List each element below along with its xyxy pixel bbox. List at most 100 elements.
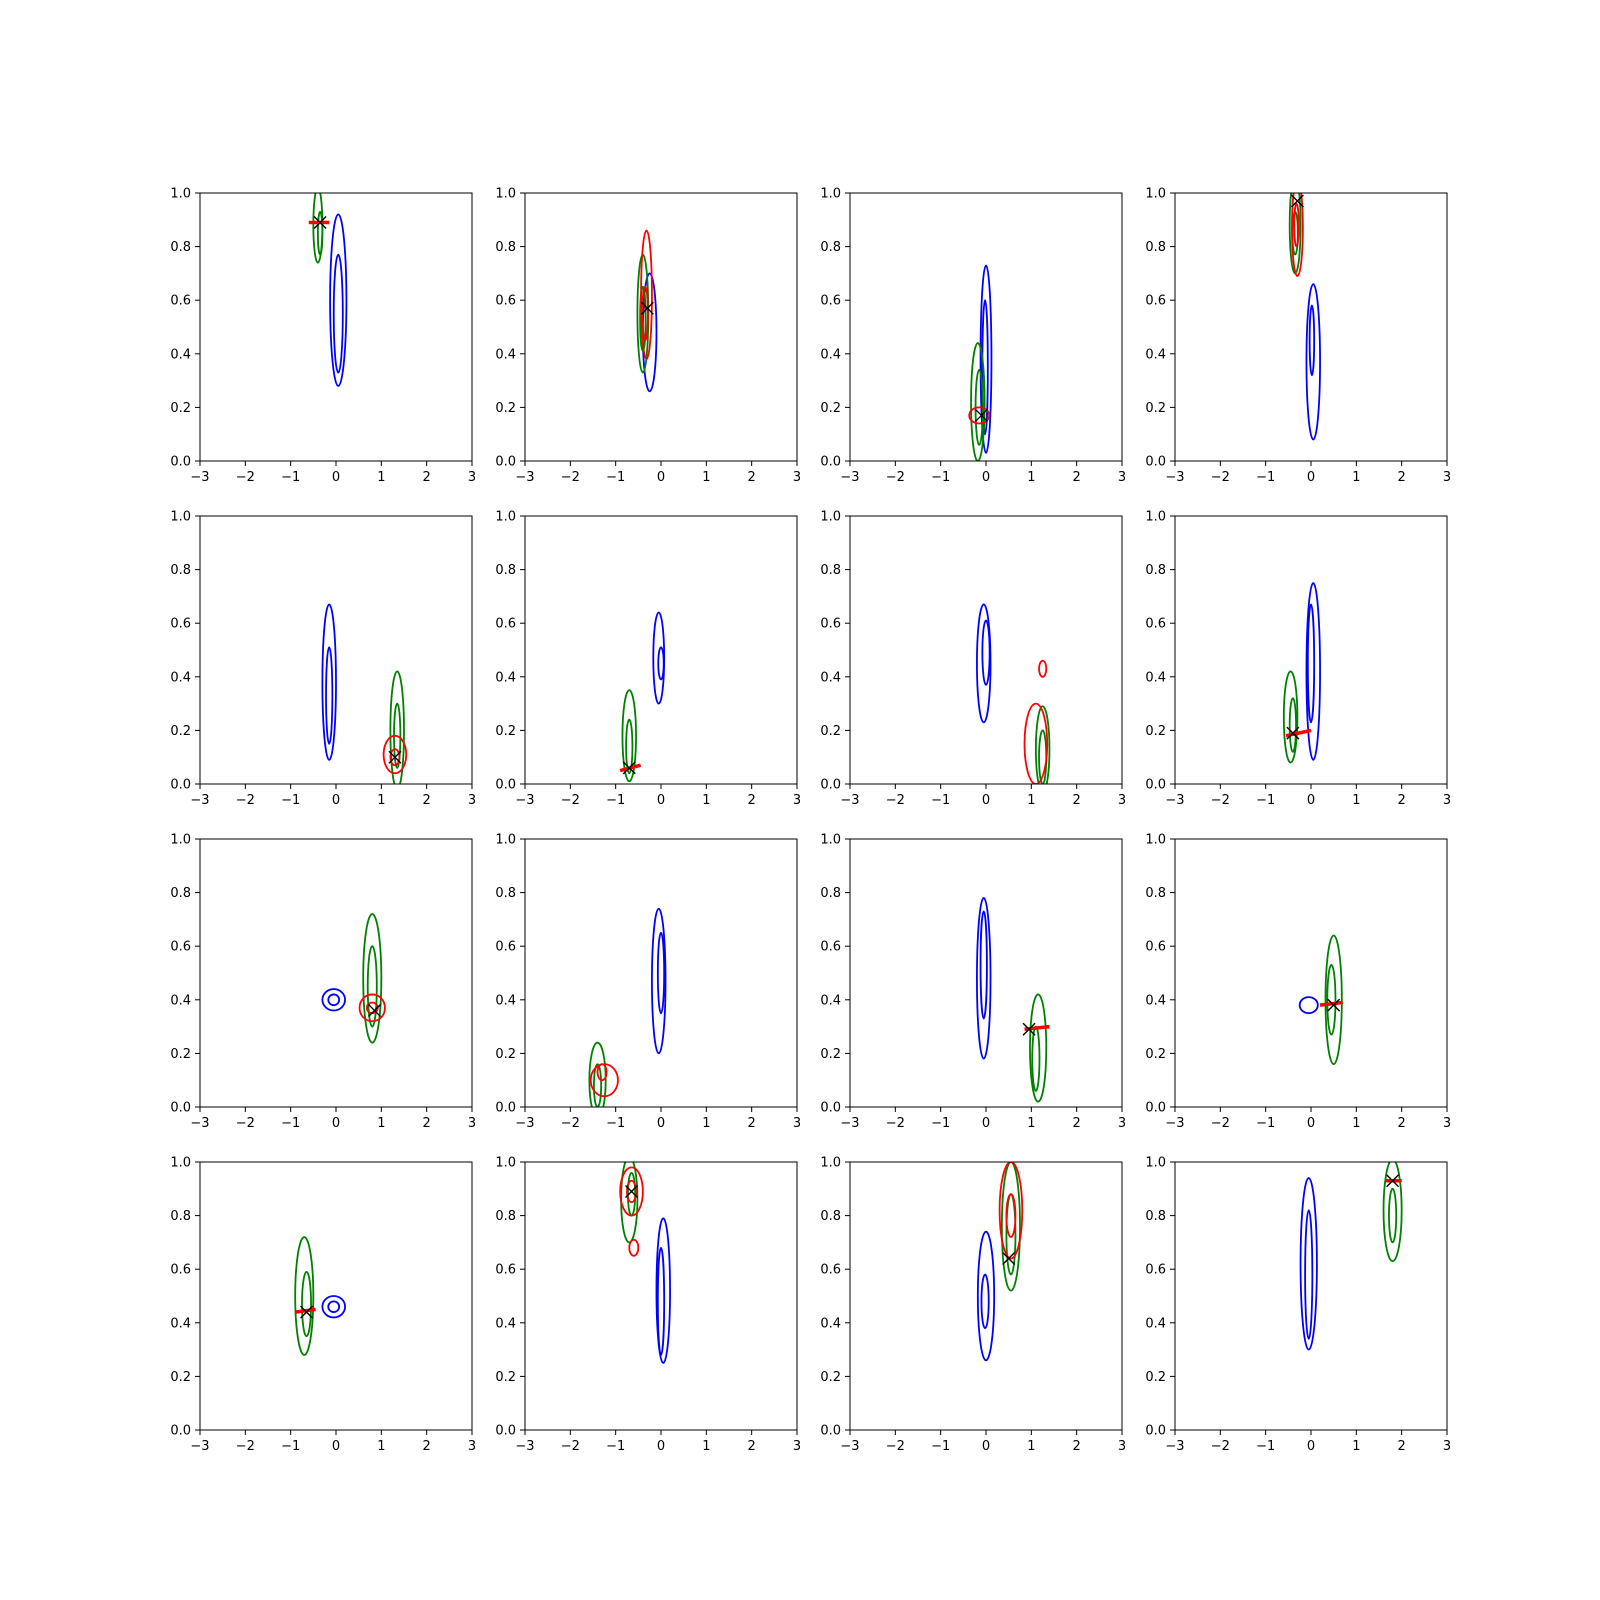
red-contour-2 xyxy=(1293,202,1300,248)
y-tick-label: 0.2 xyxy=(170,724,191,739)
x-tick-label: 0 xyxy=(657,1439,665,1454)
y-tick-label: 0.8 xyxy=(495,240,516,255)
y-tick-label: 1.0 xyxy=(820,833,841,848)
y-tick-label: 0.2 xyxy=(170,1370,191,1385)
y-tick-label: 1.0 xyxy=(1145,833,1166,848)
x-tick-label: 2 xyxy=(1398,1116,1406,1131)
axes-frame xyxy=(1174,1161,1448,1431)
y-tick-label: 0.4 xyxy=(1145,993,1166,1008)
green-contour-1 xyxy=(1324,934,1343,1066)
plot-area xyxy=(588,907,667,1107)
panel-10: −3 −2 −1 0 1 2 3 0.0 0.2 0.4 0.6 0.8 1.0 xyxy=(495,833,801,1132)
x-tick-label: 1 xyxy=(1027,1116,1035,1131)
y-tick-label: 0.0 xyxy=(820,1101,841,1116)
x-tick-label: 2 xyxy=(423,470,431,485)
axes-frame xyxy=(849,1161,1123,1431)
red-contour-2 xyxy=(596,1063,608,1082)
y-tick-label: 0.6 xyxy=(170,617,191,632)
blue-contour-2 xyxy=(332,253,344,374)
blue-contour-1 xyxy=(976,603,992,724)
y-tick-label: 1.0 xyxy=(495,1156,516,1171)
y-tick-label: 0.8 xyxy=(495,886,516,901)
plot-area xyxy=(636,229,658,393)
y-tick-label: 0.0 xyxy=(495,1101,516,1116)
x-tick-label: 0 xyxy=(657,470,665,485)
x-tick-label: −2 xyxy=(886,793,905,808)
y-tick-label: 0.8 xyxy=(170,1209,191,1224)
x-tick-label: 1 xyxy=(702,1439,710,1454)
y-tick-label: 0.4 xyxy=(1145,1316,1166,1331)
blue-contour-1 xyxy=(329,213,348,387)
y-tick-label: 0.2 xyxy=(820,401,841,416)
blue-contour-1 xyxy=(1299,1177,1318,1351)
x-tick-label: 0 xyxy=(332,793,340,808)
x-tick-label: −1 xyxy=(606,793,625,808)
x-tick-label: 2 xyxy=(423,1116,431,1131)
y-tick-label: 1.0 xyxy=(820,510,841,525)
x-tick-label: −3 xyxy=(515,793,534,808)
green-contour-2 xyxy=(593,1063,603,1107)
red-contour-1 xyxy=(968,406,991,425)
green-contour-2 xyxy=(366,945,378,1028)
y-tick-label: 0.0 xyxy=(170,1101,191,1116)
y-tick-label: 0.0 xyxy=(820,1424,841,1439)
y-tick-label: 1.0 xyxy=(170,1156,191,1171)
y-tick-label: 0.8 xyxy=(170,563,191,578)
x-tick-label: −2 xyxy=(561,1439,580,1454)
y-tick-label: 0.2 xyxy=(170,401,191,416)
x-tick-label: −2 xyxy=(561,793,580,808)
x-tick-label: −1 xyxy=(1256,793,1275,808)
y-tick-label: 0.0 xyxy=(1145,778,1166,793)
axes-frame xyxy=(1174,192,1448,462)
x-marker xyxy=(1386,1174,1400,1188)
y-tick-label: 1.0 xyxy=(170,187,191,202)
y-tick-label: 0.8 xyxy=(820,563,841,578)
blue-contour-1 xyxy=(321,1295,346,1319)
x-tick-label: −3 xyxy=(1165,1116,1184,1131)
blue-contour-2 xyxy=(1304,1209,1314,1340)
panel-6: −3 −2 −1 0 1 2 3 0.0 0.2 0.4 0.6 0.8 1.0 xyxy=(495,510,801,809)
x-tick-label: 3 xyxy=(468,1439,476,1454)
y-tick-label: 0.6 xyxy=(820,617,841,632)
red-contour-1 xyxy=(619,1166,644,1217)
x-tick-label: 3 xyxy=(1443,1116,1451,1131)
x-tick-label: −2 xyxy=(236,793,255,808)
x-tick-label: −1 xyxy=(931,1439,950,1454)
y-tick-label: 0.0 xyxy=(820,778,841,793)
panel-8: −3 −2 −1 0 1 2 3 0.0 0.2 0.4 0.6 0.8 1.0 xyxy=(1145,510,1451,809)
panel-12: −3 −2 −1 0 1 2 3 0.0 0.2 0.4 0.6 0.8 1.0 xyxy=(1145,833,1451,1132)
y-tick-label: 0.6 xyxy=(820,294,841,309)
y-tick-label: 0.8 xyxy=(1145,1209,1166,1224)
x-tick-label: 0 xyxy=(982,470,990,485)
y-tick-label: 0.4 xyxy=(820,347,841,362)
panel-2: −3 −2 −1 0 1 2 3 0.0 0.2 0.4 0.6 0.8 1.0 xyxy=(495,187,801,486)
green-contour-2 xyxy=(1031,1025,1041,1092)
x-tick-label: 3 xyxy=(793,793,801,808)
panel-3: −3 −2 −1 0 1 2 3 0.0 0.2 0.4 0.6 0.8 1.0 xyxy=(820,187,1126,486)
x-tick-label: 0 xyxy=(332,1439,340,1454)
blue-contour-1 xyxy=(1305,283,1321,441)
green-contour-1 xyxy=(294,1236,315,1356)
y-tick-label: 0.8 xyxy=(820,886,841,901)
red-contour-3 xyxy=(628,1238,640,1257)
x-tick-label: −2 xyxy=(886,470,905,485)
x-tick-label: −1 xyxy=(931,1116,950,1131)
x-tick-label: −3 xyxy=(1165,470,1184,485)
x-tick-label: 2 xyxy=(748,793,756,808)
x-tick-label: −1 xyxy=(1256,1116,1275,1131)
red-contour-2 xyxy=(389,748,401,767)
x-tick-label: 3 xyxy=(1118,470,1126,485)
y-tick-label: 0.6 xyxy=(495,940,516,955)
y-tick-label: 0.4 xyxy=(170,993,191,1008)
x-tick-label: −3 xyxy=(1165,793,1184,808)
blue-contour-2 xyxy=(325,646,334,745)
x-marker xyxy=(625,1184,639,1198)
x-tick-label: 2 xyxy=(1073,793,1081,808)
x-tick-label: 0 xyxy=(657,1116,665,1131)
x-tick-label: 0 xyxy=(982,1439,990,1454)
blue-contour-2 xyxy=(981,619,991,686)
y-tick-label: 0.0 xyxy=(170,1424,191,1439)
y-tick-label: 0.4 xyxy=(495,670,516,685)
red-contour-1 xyxy=(1291,193,1304,277)
x-tick-label: 0 xyxy=(657,793,665,808)
